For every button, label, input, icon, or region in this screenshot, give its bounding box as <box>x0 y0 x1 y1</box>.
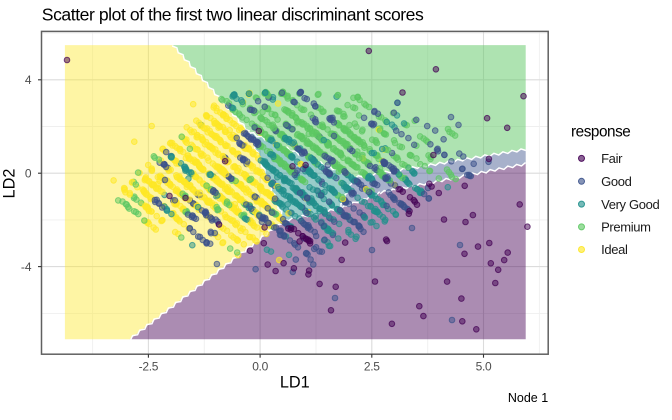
svg-text:LD1: LD1 <box>280 373 310 391</box>
svg-text:Scatter plot of the first two: Scatter plot of the first two linear dis… <box>42 4 424 24</box>
svg-text:-4: -4 <box>21 260 32 274</box>
svg-text:Premium: Premium <box>601 220 651 235</box>
svg-text:Good: Good <box>601 174 632 189</box>
svg-text:LD2: LD2 <box>1 169 19 199</box>
svg-text:2.5: 2.5 <box>364 360 380 374</box>
svg-text:-2.5: -2.5 <box>139 360 159 374</box>
svg-text:4: 4 <box>25 73 32 87</box>
svg-text:0.0: 0.0 <box>252 360 268 374</box>
svg-text:Ideal: Ideal <box>601 242 628 257</box>
svg-text:0: 0 <box>25 166 32 180</box>
svg-text:5.0: 5.0 <box>476 360 492 374</box>
svg-text:Fair: Fair <box>601 151 623 166</box>
svg-text:Node 1: Node 1 <box>508 391 548 405</box>
svg-text:response: response <box>571 123 630 140</box>
svg-text:Very Good: Very Good <box>601 197 659 212</box>
